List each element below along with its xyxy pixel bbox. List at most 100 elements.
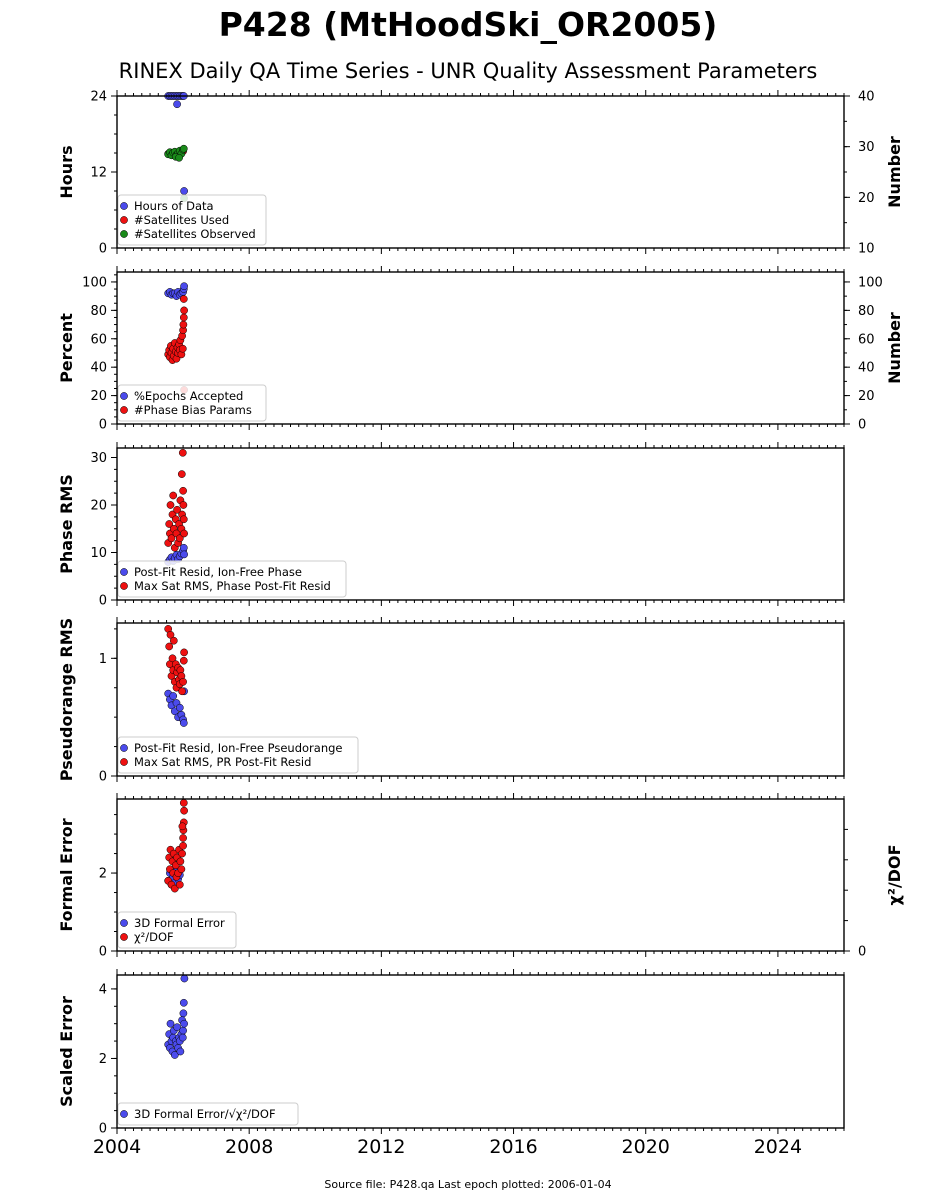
data-point-red	[177, 470, 186, 478]
y-tick-label: 40	[90, 361, 107, 376]
footer-source: Source file: P428.qa Last epoch plotted:…	[324, 1178, 611, 1191]
y-right-tick-label: 40	[858, 361, 875, 376]
data-point-red	[179, 313, 188, 322]
legend-marker-red	[120, 758, 128, 766]
data-point-red	[167, 534, 176, 543]
data-point-red	[166, 501, 175, 509]
y-right-tick-label: 100	[858, 275, 883, 290]
data-point-red	[179, 656, 188, 665]
y-axis-label: Formal Error	[57, 818, 76, 931]
legend: %Epochs Accepted#Phase Bias Params	[117, 384, 267, 422]
data-point-blue	[178, 1033, 187, 1042]
legend-frame	[117, 1102, 299, 1126]
y-tick-label: 2	[99, 867, 107, 882]
y-tick-label: 0	[99, 418, 107, 433]
legend-label: Post-Fit Resid, Ion-Free Phase	[134, 565, 302, 579]
y-right-tick-label: 80	[858, 304, 875, 319]
data-point-blue	[173, 100, 181, 109]
figure-subtitle: RINEX Daily QA Time Series - UNR Quality…	[119, 59, 818, 83]
y-tick-label: 0	[99, 945, 107, 960]
legend-marker-red	[120, 216, 128, 224]
data-point-blue	[170, 1051, 179, 1059]
data-point-blue	[176, 1047, 185, 1056]
data-point-red	[179, 320, 188, 329]
panel-stack: 0 1 2 2 4 10 20 30 40 Number Hours Hours of Data#Sa…	[57, 90, 904, 1159]
y-axis-label: Percent	[57, 313, 76, 383]
legend-marker-blue	[120, 568, 128, 576]
data-point-red	[175, 880, 184, 889]
axes-frame	[116, 798, 845, 952]
legend-marker-red	[120, 582, 128, 590]
data-point-blue	[180, 282, 188, 291]
legend-label: Hours of Data	[134, 199, 214, 213]
y-right-tick-label: 30	[858, 140, 875, 155]
figure-title: P428 (MtHoodSki_OR2005)	[219, 5, 718, 44]
x-tick-label: 2024	[754, 1136, 802, 1158]
legend-frame	[117, 194, 267, 246]
legend-frame	[117, 560, 347, 598]
data-point-red	[179, 486, 187, 495]
legend-label: 3D Formal Error/√χ²/DOF	[134, 1107, 276, 1121]
panel-phase-rms: 0 10 20 30 Phase RMS Post-Fit Resid, Ion-Free…	[57, 442, 845, 609]
data-point-red	[166, 630, 175, 639]
y-axis-label: Scaled Error	[57, 996, 76, 1107]
y-tick-label: 0	[99, 242, 107, 257]
y-right-tick-label: 40	[858, 90, 875, 105]
y-tick-label: 0	[99, 770, 107, 785]
data-point-red	[179, 295, 188, 303]
legend: Hours of Data#Satellites Used#Satellites…	[117, 194, 267, 246]
y-tick-label: 1	[99, 652, 107, 667]
legend-label: %Epochs Accepted	[134, 389, 243, 403]
data-point-red	[176, 857, 185, 866]
y-right-tick-label: 60	[858, 332, 875, 347]
data-point-blue	[179, 543, 188, 552]
legend: Post-Fit Resid, Ion-Free PseudorangeMax …	[117, 736, 359, 774]
y-right-axis-label: Number	[885, 312, 904, 384]
data-point-red	[173, 505, 181, 514]
data-point-red	[179, 834, 187, 842]
y-tick-label: 0	[99, 1122, 107, 1137]
data-point-blue	[179, 1026, 187, 1035]
y-tick-label: 20	[90, 389, 107, 404]
data-point-red	[178, 687, 186, 696]
data-point-red	[177, 865, 186, 874]
y-tick-label: 2	[99, 1052, 107, 1067]
legend-marker-blue	[120, 392, 128, 400]
panel-pseudorange-rms: 0 1 Pseudorange RMS Post-Fit Resid, Ion-Fre…	[57, 617, 845, 785]
data-point-blue	[173, 1023, 181, 1032]
legend-label: #Phase Bias Params	[134, 403, 252, 417]
data-point-blue	[180, 550, 188, 559]
y-axis-label: Phase RMS	[57, 474, 76, 574]
x-tick-label: 2004	[93, 1136, 141, 1158]
legend-label: 3D Formal Error	[134, 916, 225, 930]
legend-marker-blue	[120, 1110, 128, 1118]
data-point-red	[178, 448, 187, 457]
data-point-blue	[180, 1019, 188, 1028]
y-axis-label: Pseudorange RMS	[57, 618, 76, 781]
data-point-blue	[179, 719, 188, 727]
legend: 3D Formal Error/√χ²/DOF	[117, 1102, 299, 1126]
x-tick-label: 2008	[225, 1136, 273, 1158]
data-point-green	[179, 144, 188, 153]
y-right-tick-label: 0	[858, 418, 866, 433]
data-point-red	[179, 841, 187, 850]
y-tick-label: 60	[90, 332, 107, 347]
y-right-tick-label: 0	[858, 945, 866, 960]
legend-marker-blue	[120, 202, 128, 210]
data-point-blue	[179, 1009, 188, 1018]
x-tick-label: 2020	[622, 1136, 670, 1158]
data-point-blue	[175, 703, 184, 712]
data-point-red	[168, 654, 177, 663]
data-point-red	[180, 529, 188, 538]
legend-label: #Satellites Used	[134, 213, 229, 227]
y-axis-label: Hours	[57, 145, 76, 198]
legend-marker-red	[120, 933, 128, 941]
y-tick-label: 10	[90, 546, 107, 561]
y-tick-label: 100	[82, 275, 107, 290]
y-tick-label: 4	[99, 982, 107, 997]
y-right-tick-label: 20	[858, 191, 875, 206]
